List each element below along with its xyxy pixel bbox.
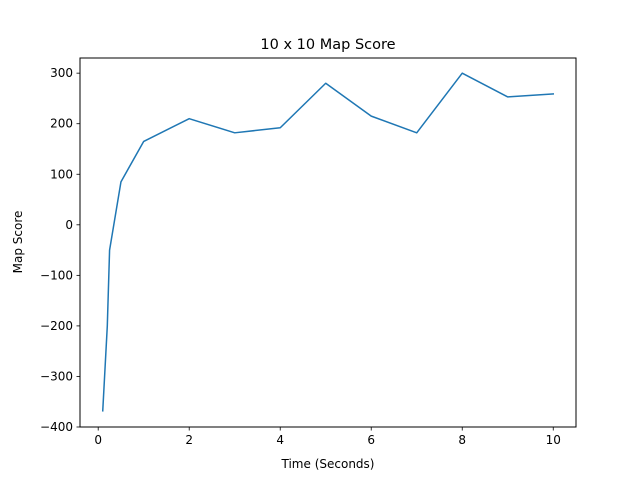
plot-frame [79, 57, 577, 428]
y-tick-label: 0 [65, 218, 73, 232]
y-tick-label: 100 [50, 167, 73, 181]
y-tick-label: −100 [40, 268, 73, 282]
x-tick-label: 6 [367, 433, 375, 447]
y-tick-label: 200 [50, 117, 73, 131]
y-tick-label: −300 [40, 369, 73, 383]
y-tick-label: −400 [40, 420, 73, 434]
x-tick-label: 2 [185, 433, 193, 447]
x-tick-label: 4 [276, 433, 284, 447]
x-axis-label: Time (Seconds) [281, 457, 375, 471]
x-tick-label: 10 [546, 433, 561, 447]
x-tick-label: 0 [94, 433, 102, 447]
series-layer [101, 72, 555, 412]
y-axis-label: Map Score [11, 211, 25, 274]
y-tick-label: 300 [50, 66, 73, 80]
y-axis-ticks: −400 −300 −200 −100 0 100 200 300 [40, 66, 80, 434]
series-line [101, 72, 555, 412]
y-tick-label: −200 [40, 319, 73, 333]
chart-title: 10 x 10 Map Score [260, 37, 395, 53]
x-tick-label: 8 [458, 433, 466, 447]
x-axis-ticks: 0 2 4 6 8 10 [94, 427, 561, 447]
